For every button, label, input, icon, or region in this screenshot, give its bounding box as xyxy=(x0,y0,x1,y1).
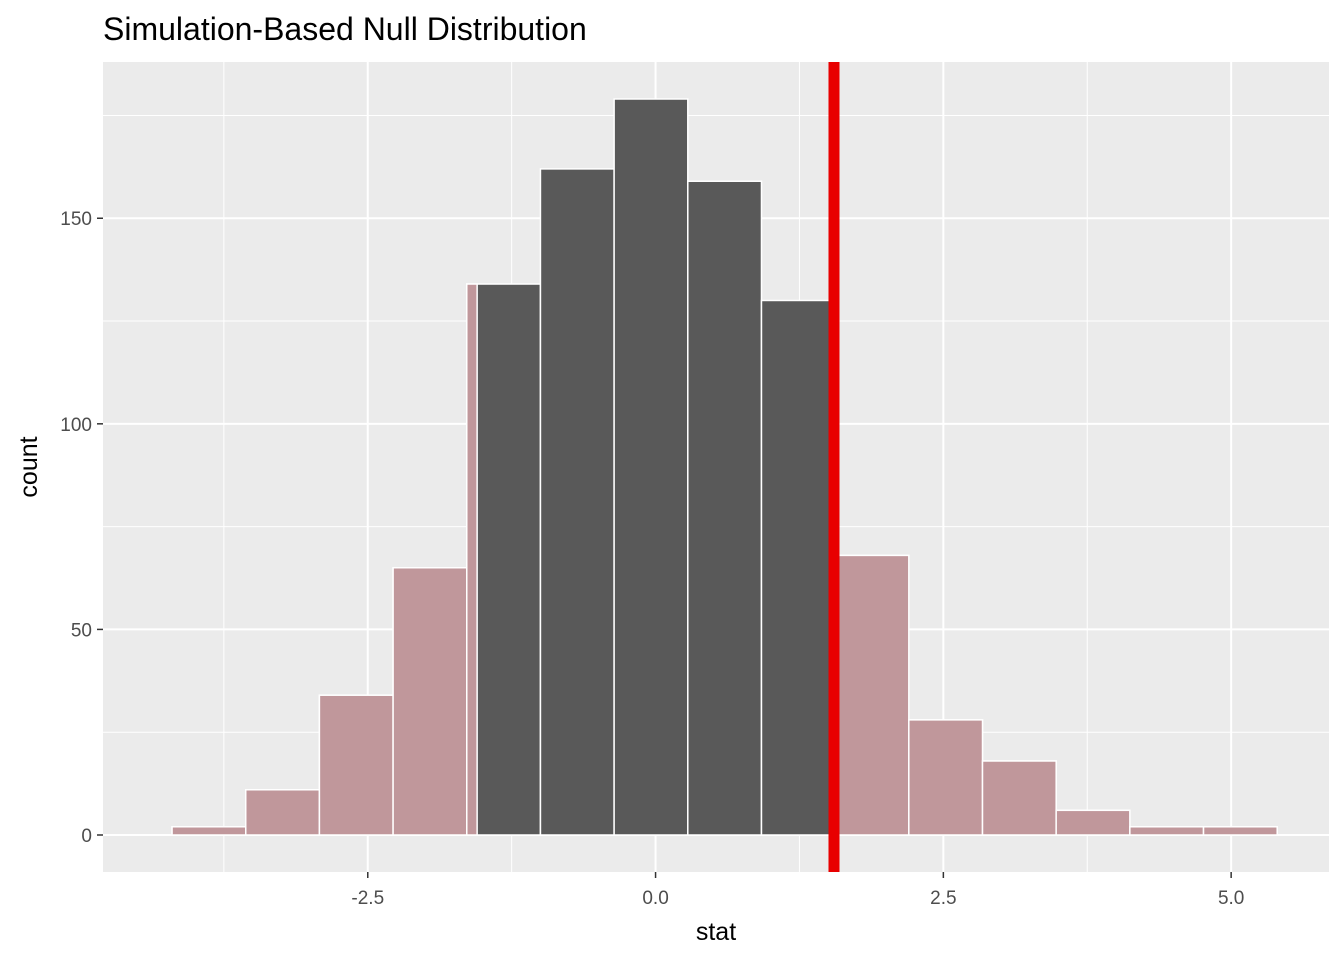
shade-right-13 xyxy=(1129,826,1205,836)
shade-left-0 xyxy=(171,826,247,836)
shade-right-11 xyxy=(981,760,1057,836)
shade-right-9 xyxy=(834,554,910,836)
histogram-bar-5 xyxy=(539,168,615,836)
shaded-regions xyxy=(171,283,1278,836)
y-tick-label-2: 100 xyxy=(60,415,92,436)
shade-right-14 xyxy=(1202,826,1278,836)
y-tick-label-3: 150 xyxy=(60,209,92,230)
shade-right-10 xyxy=(908,719,984,836)
x-tick-label-1: 0.0 xyxy=(642,888,668,909)
x-tick-label-3: 5.0 xyxy=(1218,888,1244,909)
shade-left-1 xyxy=(244,789,321,836)
histogram-bar-4 xyxy=(466,283,542,836)
shade-right-12 xyxy=(1055,809,1131,836)
histogram-bar-6 xyxy=(613,98,689,836)
histogram-bar-7 xyxy=(687,180,763,836)
x-axis-title: stat xyxy=(696,918,736,946)
y-tick-label-1: 50 xyxy=(71,620,92,641)
x-tick-label-0: -2.5 xyxy=(351,888,384,909)
shade-left-4 xyxy=(466,283,478,836)
y-axis-title: count xyxy=(15,436,43,497)
y-tick-label-0: 0 xyxy=(81,826,92,847)
chart-title: Simulation-Based Null Distribution xyxy=(103,11,587,47)
histogram-bar-8 xyxy=(760,299,836,836)
shade-left-3 xyxy=(392,566,468,836)
x-tick-label-2: 2.5 xyxy=(930,888,956,909)
shade-left-2 xyxy=(318,694,394,836)
y-axis: 0 50 100 150 xyxy=(60,209,103,847)
x-axis: -2.5 0.0 2.5 5.0 xyxy=(351,872,1244,909)
